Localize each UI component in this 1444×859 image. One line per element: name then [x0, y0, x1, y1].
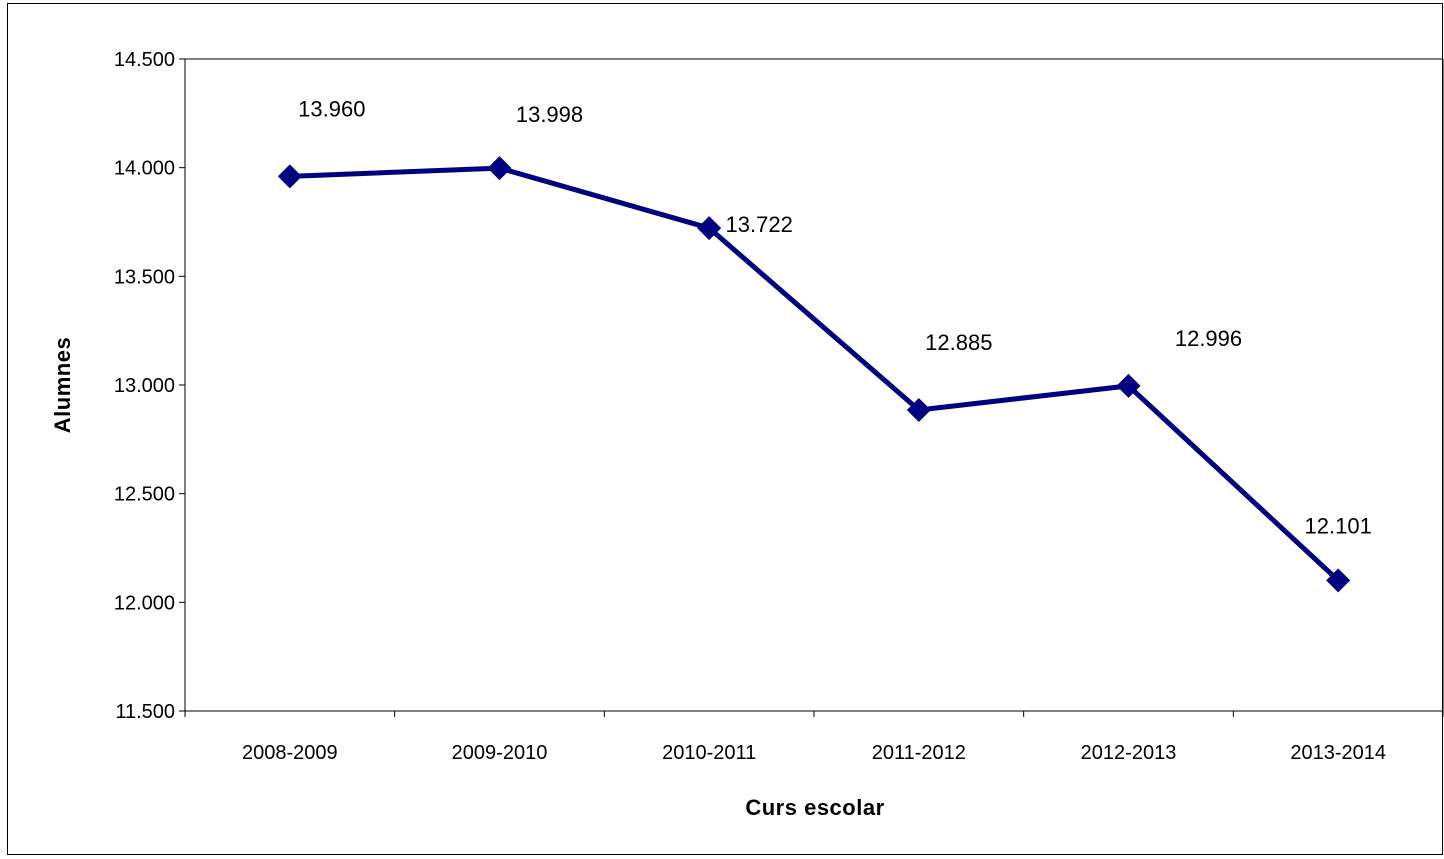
y-tick-label: 11.500	[115, 701, 175, 723]
data-point-marker	[697, 216, 722, 241]
y-axis-ticks: 11.500 12.000 12.500 13.000 13.500 14.000 14.5…	[114, 49, 185, 723]
y-tick-label: 13.500	[114, 266, 175, 288]
x-tick-label: 2011-2012	[872, 742, 966, 764]
x-axis-ticks: 2008-2009 2009-2010 2010-2011 2011-2012 2012…	[184, 711, 1444, 764]
x-axis-title: Curs escolar	[745, 795, 884, 820]
data-point-marker	[1326, 568, 1351, 593]
y-tick-label: 14.500	[114, 49, 175, 71]
x-tick-label: 2010-2011	[662, 742, 756, 764]
data-label: 12.885	[925, 330, 992, 355]
data-point-marker	[487, 156, 512, 181]
x-tick-label: 2013-2014	[1290, 742, 1386, 764]
data-label: 13.998	[516, 102, 583, 127]
data-point-marker	[906, 397, 931, 422]
data-point-marker	[1116, 373, 1141, 398]
series-line	[289, 165, 1340, 583]
x-tick-label: 2009-2010	[452, 742, 548, 764]
y-tick-label: 14.000	[114, 158, 175, 180]
y-tick-label: 13.000	[114, 375, 175, 397]
chart-frame	[7, 3, 1443, 855]
series-layer: 13.960 13.998 13.722 12.885 12.996 12.101	[277, 96, 1372, 593]
y-tick-label: 12.000	[114, 592, 175, 614]
data-label: 13.722	[726, 212, 793, 237]
data-label: 12.996	[1175, 326, 1242, 351]
data-point-marker	[277, 164, 302, 189]
data-label: 12.101	[1305, 513, 1372, 538]
data-label: 13.960	[298, 96, 365, 121]
x-tick-label: 2008-2009	[242, 742, 338, 764]
y-axis-title: Alumnes	[50, 337, 75, 433]
x-tick-label: 2012-2013	[1081, 742, 1177, 764]
y-tick-label: 12.500	[114, 484, 175, 506]
